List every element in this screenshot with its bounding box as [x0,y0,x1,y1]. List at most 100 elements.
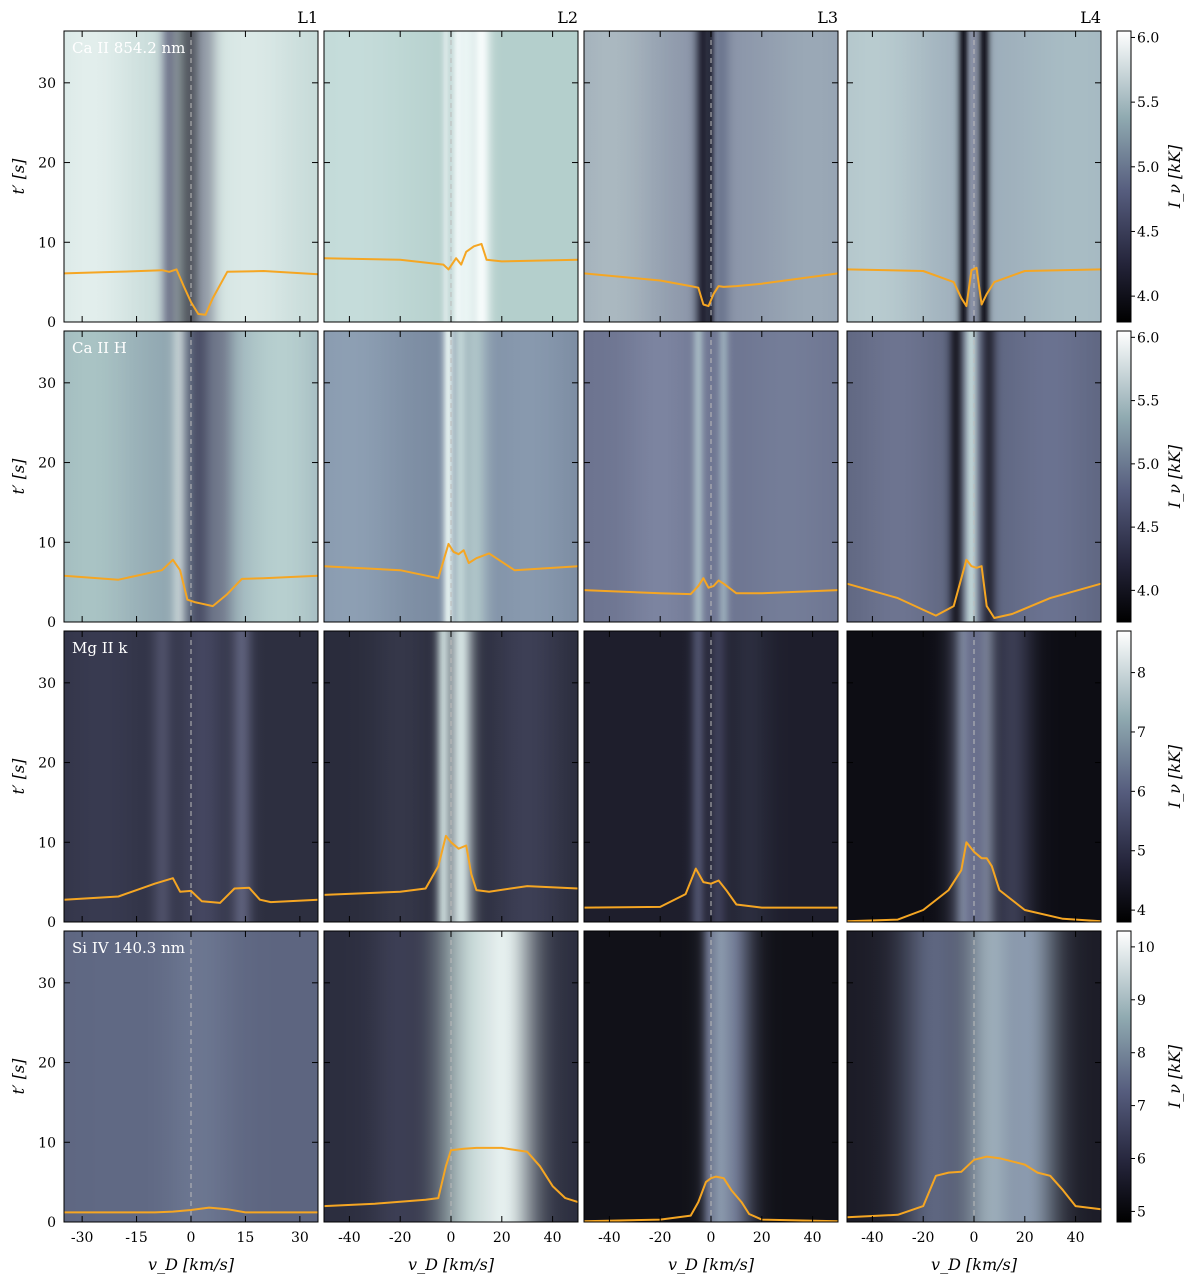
colorbar-tick-label: 4.5 [1137,520,1159,536]
line-profile [583,577,839,596]
x-tick-label: 0 [447,1230,456,1246]
line-profile [323,542,579,580]
y-tick-label: 20 [38,1056,56,1072]
x-tick-label: 40 [804,1230,822,1246]
line-profile [846,266,1102,308]
y-tick-label: 10 [38,1135,56,1151]
x-tick-label: 0 [970,1230,979,1246]
panel-1-l2: L2 [323,8,579,323]
colorbar-label: I_ν [kK] [1165,444,1184,509]
panel-3-l1: 0 10 20 30 Mg II k [38,630,319,931]
colorbar-tick-label: 5 [1137,844,1146,860]
colorbars: 4.0 4.5 5.0 5.5 6.0 I_ν [kK] 4.0 4.5 5.0 5.5 6.0 I_… [1116,30,1184,1223]
y-axis-label: t′ [s] [9,158,28,195]
x-tick-label: -40 [861,1230,884,1246]
y-axis-label: t′ [s] [9,1058,28,1095]
x-tick-label: -20 [649,1230,672,1246]
panel-3-l3 [583,630,839,923]
x-tick-label: -30 [71,1230,94,1246]
colorbar [1116,630,1132,923]
panel-4-l4: -40 -20 0 20 40 [846,930,1102,1246]
colorbar-tick-label: 5.0 [1137,457,1159,473]
colorbar-label: I_ν [kK] [1165,744,1184,809]
x-tick-label: -20 [389,1230,412,1246]
x-tick-label: 15 [237,1230,255,1246]
y-tick-label: 30 [38,976,56,992]
y-axis-label: t′ [s] [9,458,28,495]
line-profile [846,558,1102,619]
y-tick-label: 20 [38,156,56,172]
y-tick-label: 0 [47,1215,56,1231]
colorbar-tick-label: 4.0 [1137,289,1159,305]
line-profile [63,268,319,316]
line-profile [583,272,839,308]
y-tick-label: 0 [47,315,56,331]
y-tick-label: 20 [38,756,56,772]
x-tick-label: 40 [544,1230,562,1246]
x-tick-label: 20 [1016,1230,1034,1246]
x-tick-label: 30 [291,1230,309,1246]
column-title: L4 [1080,8,1101,27]
x-tick-label: -40 [598,1230,621,1246]
colorbar-tick-label: 8 [1137,666,1146,682]
line-profile [846,1155,1102,1219]
panel-3-l2 [323,630,579,923]
colorbar-label: I_ν [kK] [1165,144,1184,209]
row-label: Ca II 854.2 nm [72,39,185,57]
x-axis-label: v_D [km/s] [668,1255,755,1274]
panel-2-l4 [846,330,1102,623]
figure-labels: t′ [s] t′ [s] t′ [s] t′ [s] v_D [km/s] v_D [k… [9,158,1018,1274]
panel-4-l3: -40 -20 0 20 40 [583,930,839,1246]
colorbar-tick-label: 8 [1137,1046,1146,1062]
colorbar-tick-label: 4.0 [1137,583,1159,599]
colorbar-tick-label: 7 [1137,725,1146,741]
column-title: L2 [557,8,578,27]
line-profile [323,1146,579,1208]
colorbar-tick-label: 5.0 [1137,160,1159,176]
colorbar [1116,30,1132,323]
x-tick-label: 20 [753,1230,771,1246]
y-tick-label: 20 [38,456,56,472]
x-axis-label: v_D [km/s] [148,1255,235,1274]
panel-1-l1: 0 10 20 30 L1 Ca II 854.2 nm [38,8,319,331]
line-profile [323,834,579,896]
x-tick-label: 0 [707,1230,716,1246]
line-profile [583,867,838,909]
colorbar-row-3: 4 5 6 7 8 I_ν [kK] [1116,630,1184,923]
x-tick-label: -15 [125,1230,148,1246]
panel-3-l4 [846,630,1102,923]
y-tick-label: 0 [47,915,56,931]
panel-1-l3: L3 [583,8,839,323]
colorbar-tick-label: 4 [1137,903,1146,919]
panel-2-l1: 0 10 20 30 Ca II H [38,330,319,631]
line-profile [583,1175,839,1223]
colorbar-tick-label: 7 [1137,1099,1146,1115]
column-title: L1 [297,8,318,27]
colorbar-tick-label: 5 [1137,1204,1146,1220]
y-tick-label: 10 [38,535,56,551]
colorbar-tick-label: 4.5 [1137,224,1159,240]
y-axis-label: t′ [s] [9,758,28,795]
panel-2-l2 [323,330,579,623]
line-profile [64,1206,318,1214]
y-tick-label: 30 [38,376,56,392]
y-tick-label: 10 [38,835,56,851]
colorbar-row-2: 4.0 4.5 5.0 5.5 6.0 I_ν [kK] [1116,330,1184,623]
row-label: Ca II H [72,339,127,357]
row-label: Si IV 140.3 nm [72,939,185,957]
colorbar-tick-label: 5.5 [1137,95,1159,111]
column-title: L3 [817,8,838,27]
panel-4-l1: -30 -15 0 15 30 0 10 20 30 Si IV 140.3 nm [38,930,319,1246]
y-tick-label: 10 [38,235,56,251]
colorbar [1116,330,1132,623]
colorbar-label: I_ν [kK] [1165,1044,1184,1109]
row-label: Mg II k [72,639,128,657]
x-tick-label: 20 [493,1230,511,1246]
colorbar-tick-label: 6.0 [1137,330,1159,346]
line-profile [323,242,579,271]
x-tick-label: -40 [338,1230,361,1246]
panel-2-l3 [583,330,839,623]
line-profile [63,558,319,608]
x-tick-label: -20 [912,1230,935,1246]
